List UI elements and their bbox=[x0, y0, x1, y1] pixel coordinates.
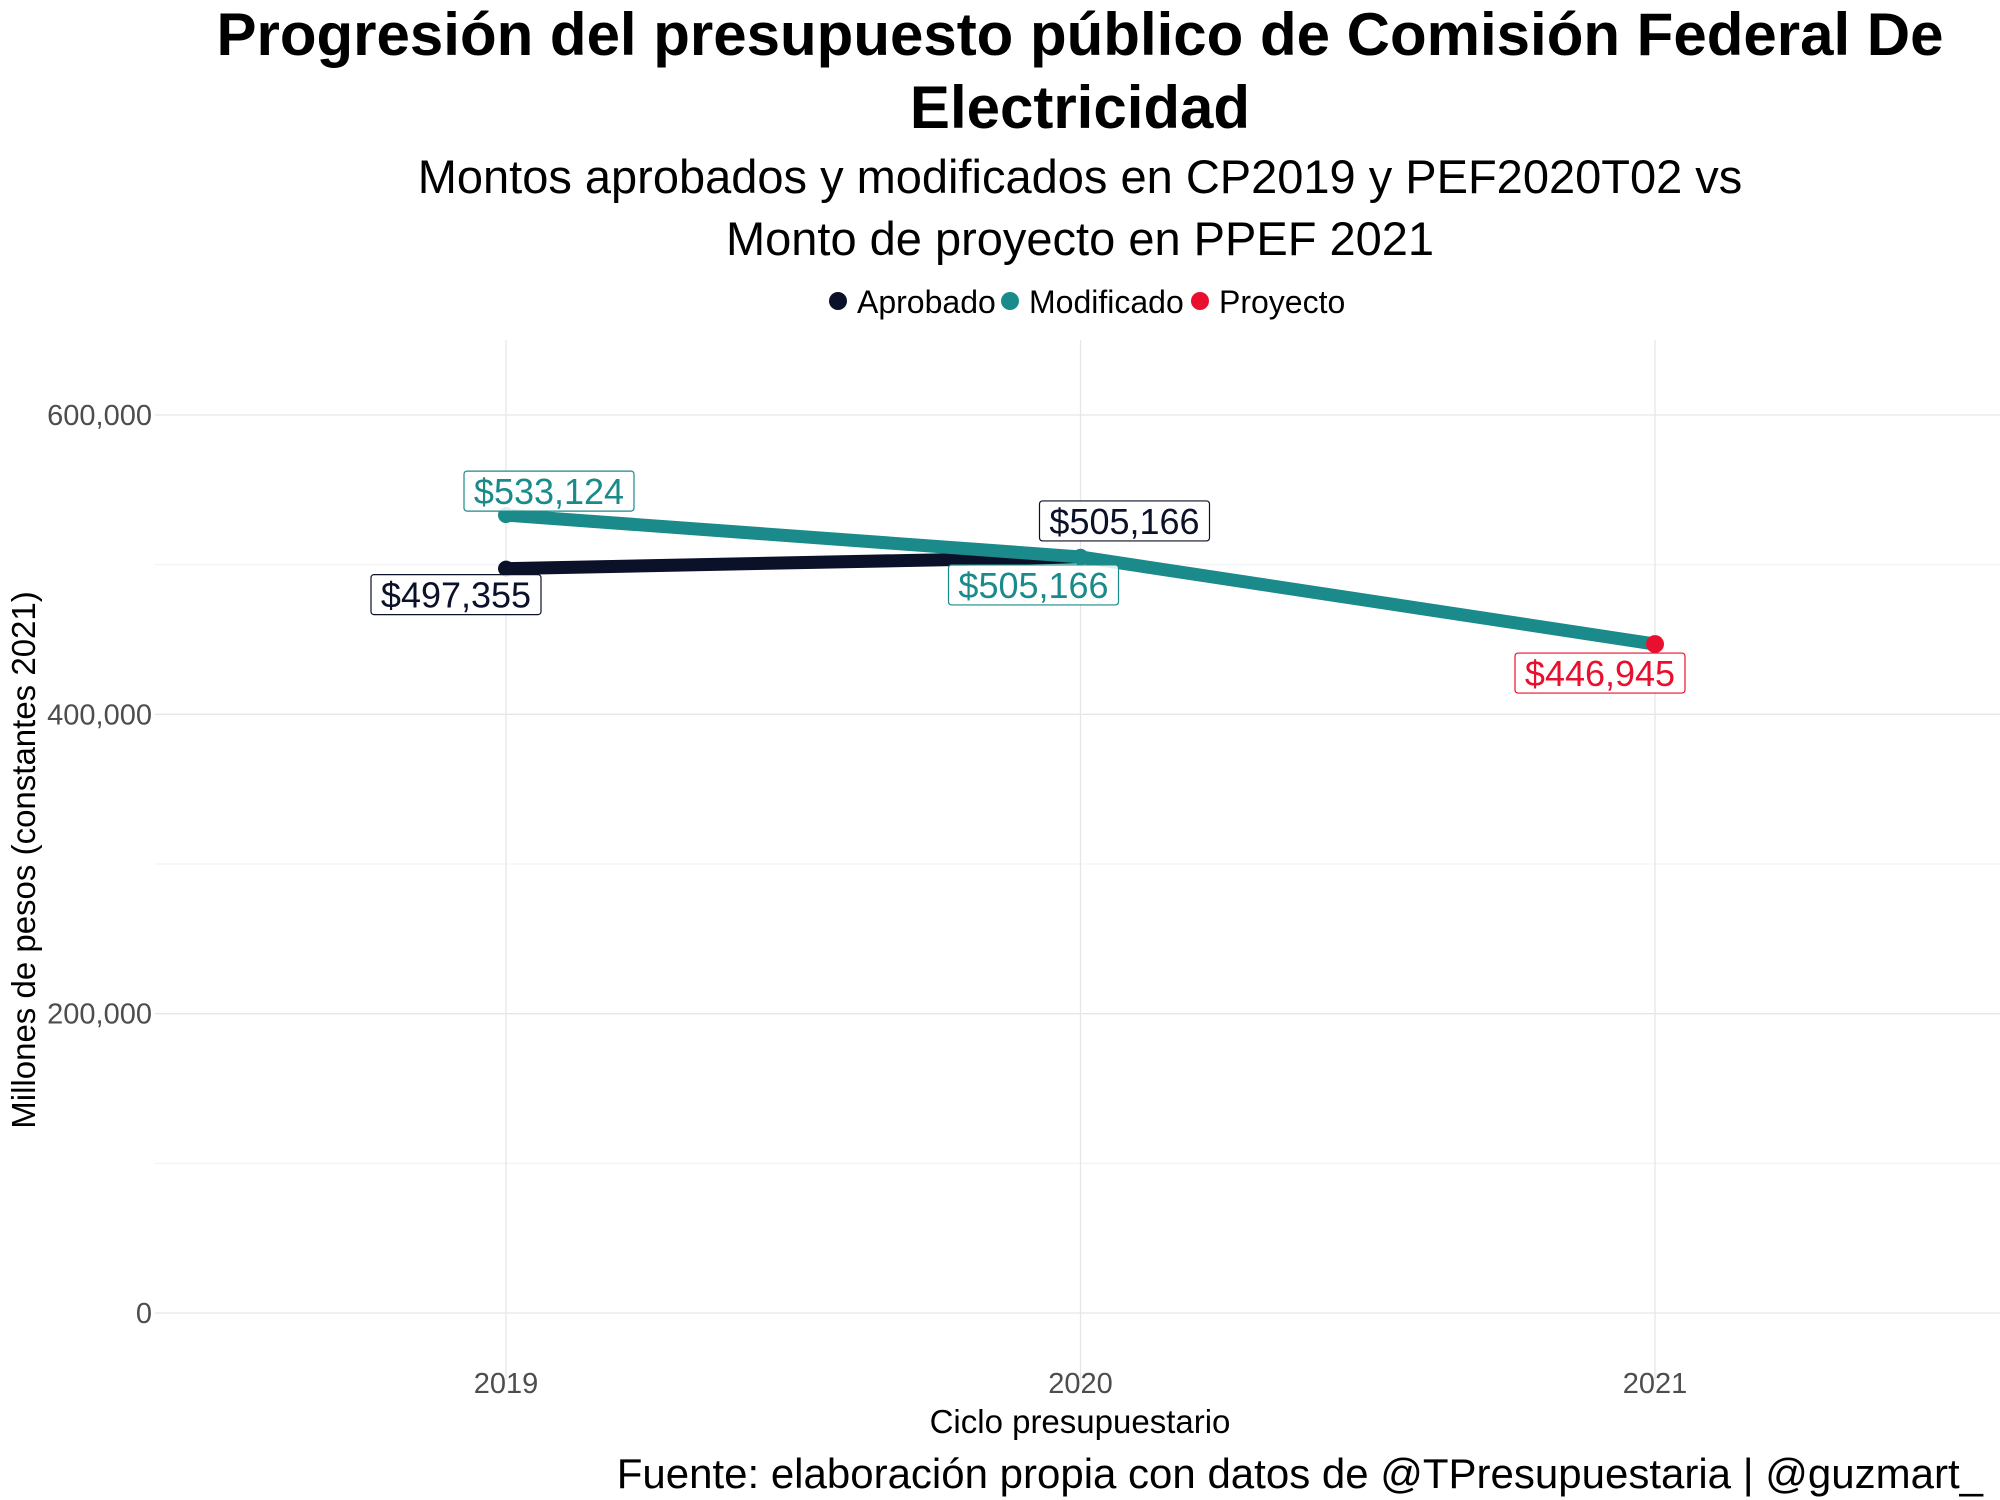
legend: Aprobado Modificado Proyecto bbox=[829, 284, 1345, 320]
data-label: $533,124 bbox=[474, 471, 624, 512]
chart-subtitle-line-1: Montos aprobados y modificados en CP2019… bbox=[418, 150, 1743, 203]
grid bbox=[155, 340, 2000, 1380]
chart-title-line-1: Progresión del presupuesto público de Co… bbox=[217, 1, 1944, 68]
data-label: $446,945 bbox=[1525, 653, 1675, 694]
y-tick-label: 200,000 bbox=[47, 999, 152, 1031]
data-label-box bbox=[1514, 652, 1686, 694]
x-tick-label: 2021 bbox=[1623, 1368, 1688, 1400]
series-line-aprobado bbox=[505, 550, 1081, 576]
y-tick-label: 0 bbox=[136, 1298, 152, 1330]
y-axis-title: Millones de pesos (constantes 2021) bbox=[5, 591, 42, 1128]
data-point-proyecto bbox=[1646, 635, 1664, 654]
data-label: $505,166 bbox=[958, 565, 1108, 606]
legend-key-modificado bbox=[1001, 292, 1019, 310]
data-point-modificado bbox=[1072, 548, 1089, 565]
data-point-aprobado bbox=[498, 560, 514, 577]
caption: Fuente: elaboración propia con datos de … bbox=[617, 1450, 1984, 1497]
y-tick-label: 600,000 bbox=[47, 400, 152, 432]
series-lines bbox=[498, 507, 1664, 654]
data-label-box bbox=[463, 470, 635, 512]
data-label: $505,166 bbox=[1049, 501, 1199, 542]
legend-label: Proyecto bbox=[1219, 284, 1345, 320]
data-label-box bbox=[1038, 500, 1211, 542]
chart-subtitle-line-2: Monto de proyecto en PPEF 2021 bbox=[726, 212, 1434, 265]
legend-key-aprobado bbox=[829, 292, 847, 310]
legend-key-proyecto bbox=[1191, 292, 1209, 310]
x-tick-label: 2020 bbox=[1048, 1368, 1113, 1400]
chart-title-line-2: Electricidad bbox=[910, 74, 1250, 141]
x-axis-title: Ciclo presupuestario bbox=[930, 1403, 1231, 1440]
legend-label: Aprobado bbox=[857, 284, 996, 320]
legend-label: Modificado bbox=[1029, 284, 1184, 320]
data-label: $497,355 bbox=[381, 575, 531, 616]
data-label-box bbox=[947, 564, 1120, 606]
data-labels: $497,355 $505,166 $533,124 $505,166 $446,945 bbox=[370, 470, 1686, 694]
y-tick-label: 400,000 bbox=[47, 699, 152, 731]
y-axis-ticks: 0 200,000 400,000 600,000 bbox=[47, 400, 152, 1330]
data-label-box bbox=[370, 574, 542, 616]
x-axis-ticks: 2019 2020 2021 bbox=[474, 1368, 1688, 1400]
x-tick-label: 2019 bbox=[474, 1368, 539, 1400]
